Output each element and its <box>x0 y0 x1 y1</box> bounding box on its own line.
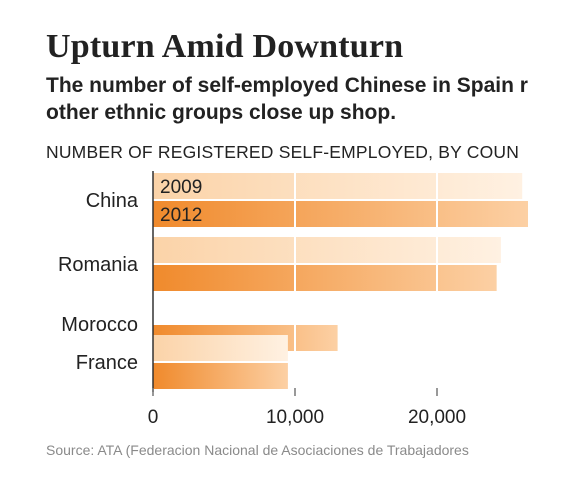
bar-france-2009 <box>153 335 288 361</box>
category-label-morocco: Morocco <box>61 314 138 336</box>
x-tick-label-2: 20,000 <box>408 407 466 428</box>
x-tick-label-1: 10,000 <box>266 407 324 428</box>
source-note: Source: ATA (Federacion Nacional de Asoc… <box>46 442 469 458</box>
category-label-china: China <box>86 190 139 212</box>
category-label-france: France <box>76 352 138 374</box>
legend-label-2012: 2012 <box>160 205 202 226</box>
subtitle-line-1: The number of self-employed Chinese in S… <box>46 74 528 97</box>
category-label-romania: Romania <box>58 254 139 276</box>
chart-title: Upturn Amid Downturn <box>46 28 404 65</box>
chart-header: NUMBER OF REGISTERED SELF-EMPLOYED, BY C… <box>46 142 520 162</box>
bar-france-2012 <box>153 363 288 389</box>
x-tick-label-0: 0 <box>148 407 159 428</box>
bar-romania-2009 <box>153 237 501 263</box>
subtitle-line-2: other ethnic groups close up shop. <box>46 101 397 124</box>
legend-label-2009: 2009 <box>160 177 202 198</box>
bar-china-2009 <box>153 173 523 199</box>
bar-romania-2012 <box>153 265 497 291</box>
bar-china-2012 <box>153 201 528 227</box>
chart-subtitle: The number of self-employed Chinese in S… <box>46 72 536 126</box>
